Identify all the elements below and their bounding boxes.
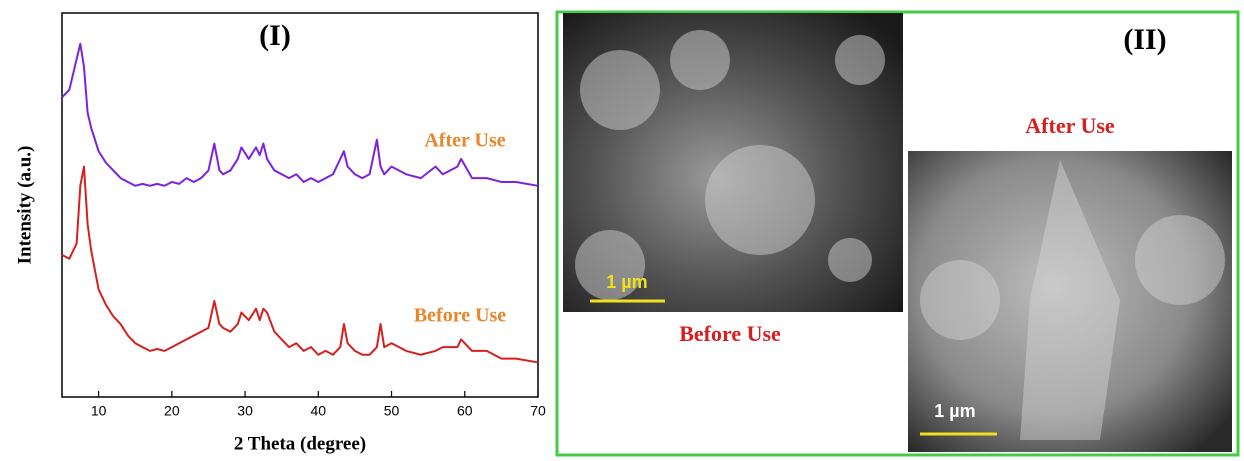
scale-bar-label: 1 µm	[934, 401, 975, 421]
series-line	[62, 44, 538, 186]
figure: (I) 2 Theta (degree) Intensity (a.u.) (I…	[0, 0, 1244, 461]
image-label: After Use	[1025, 113, 1115, 138]
series-label: Before Use	[414, 305, 506, 327]
x-tick-label: 30	[237, 403, 253, 419]
scale-bar-label: 1 µm	[606, 272, 647, 292]
panel-title: (I)	[259, 19, 291, 52]
image-label: Before Use	[679, 321, 781, 346]
plot-frame	[62, 13, 538, 397]
series-label: After Use	[424, 130, 505, 152]
x-tick-label: 50	[384, 403, 400, 419]
panel-title: (II)	[1123, 23, 1166, 56]
series-line	[62, 167, 538, 363]
x-tick-label: 70	[530, 403, 546, 419]
y-axis-label: Intensity (a.u.)	[14, 146, 35, 265]
x-axis-label: 2 Theta (degree)	[234, 433, 366, 454]
x-tick-label: 40	[311, 403, 327, 419]
x-tick-label: 20	[164, 403, 180, 419]
x-tick-label: 60	[457, 403, 473, 419]
x-tick-label: 10	[91, 403, 107, 419]
